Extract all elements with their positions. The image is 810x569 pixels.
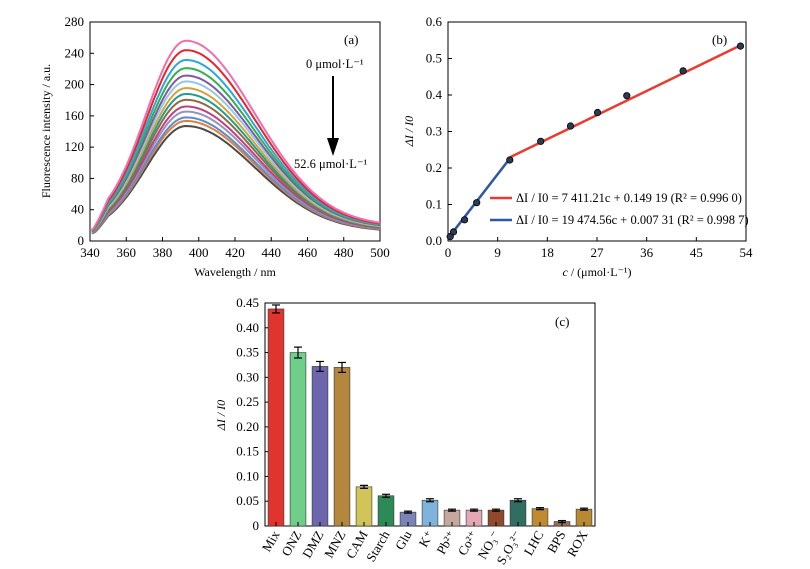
panel-b-x-tick-label: 9 — [494, 245, 501, 260]
spectrum-curve — [91, 58, 381, 232]
panel-a-x-axis-label: Wavelength / nm — [194, 265, 276, 279]
panel-c-y-tick-label: 0.05 — [236, 493, 259, 508]
data-point — [460, 216, 469, 224]
category-label: Glu — [392, 528, 415, 553]
data-point — [537, 137, 545, 145]
data-point — [736, 42, 745, 50]
concentration-end-label: 52.6 μmol·L⁻¹ — [294, 157, 368, 171]
panel-a-label: (a) — [344, 32, 358, 47]
panel-b-y-tick-label: 0.3 — [426, 124, 442, 139]
panel-a-x-tick-label: 380 — [153, 245, 173, 260]
panel-b-x-tick-label: 54 — [740, 245, 754, 260]
bar — [355, 486, 373, 527]
panel-b-y-tick-label: 0.2 — [426, 160, 442, 175]
category-label: ROX — [564, 527, 591, 559]
panel-b-y-tick-label: 0.4 — [426, 87, 443, 102]
spectrum-curve — [91, 67, 381, 233]
bar — [267, 308, 285, 527]
panel-b-data-points — [446, 42, 745, 241]
panel-c-y-tick-label: 0.10 — [236, 468, 259, 483]
panel-c-axes: 0 0.05 0.10 0.15 0.20 0.25 0.30 0.35 0.40 0.45 — [236, 295, 269, 533]
spectrum-curve — [91, 49, 381, 232]
bar — [333, 367, 351, 527]
panel-a-x-tick-label: 500 — [370, 245, 390, 260]
panel-a-y-tick-label: 160 — [65, 108, 85, 123]
panel-b-fit-lines — [447, 44, 742, 240]
category-label: Starch — [363, 528, 393, 565]
panel-c-y-tick-label: 0 — [253, 518, 260, 533]
category-label: LHC — [521, 528, 547, 558]
panel-a-axes: 340 360 380 400 420 440 460 480 500 0 40 80 120 160 20… — [65, 14, 390, 260]
category-label: DMZ — [299, 528, 326, 561]
panel-b-y-tick-label: 0.1 — [426, 197, 442, 212]
panel-b-axes: 0 9 18 27 36 45 54 0.0 0.1 0.2 0.3 0.4 0.5 0.6 — [426, 14, 753, 260]
panel-a-y-tick-label: 0 — [78, 233, 85, 248]
panel-a-x-tick-label: 460 — [298, 245, 318, 260]
panel-a-x-tick-label: 440 — [262, 245, 282, 260]
panel-b-x-tick-label: 36 — [640, 245, 654, 260]
concentration-start-label: 0 μmol·L⁻¹ — [306, 57, 364, 71]
panel-c-bars — [267, 304, 593, 527]
panel-a-x-tick-label: 360 — [117, 245, 137, 260]
panel-c-y-tick-label: 0.40 — [236, 320, 259, 335]
legend-label-fit-low: ΔI / I0 = 19 474.56c + 0.007 31 (R² = 0.… — [516, 213, 749, 227]
spectrum-curve — [91, 39, 381, 231]
panel-b-y-tick-label: 0.6 — [426, 14, 443, 29]
bar — [289, 352, 307, 527]
panel-b-x-tick-label: 0 — [445, 245, 452, 260]
panel-b-calibration-chart: 0 9 18 27 36 45 54 0.0 0.1 0.2 0.3 0.4 0.5 0.6 ΔI / I… — [402, 14, 753, 279]
panel-c-selectivity-chart: 0 0.05 0.10 0.15 0.20 0.25 0.30 0.35 0.40 0.45 Mi… — [214, 295, 596, 567]
fit-line — [509, 44, 742, 159]
data-point — [623, 92, 631, 100]
panel-a-y-tick-label: 40 — [71, 202, 84, 217]
data-point — [449, 228, 458, 236]
panel-a-x-tick-label: 480 — [334, 245, 354, 260]
panel-a-y-tick-label: 120 — [65, 139, 85, 154]
panel-a-spectra-chart: 340 360 380 400 420 440 460 480 500 0 40 80 120 160 20… — [39, 14, 390, 279]
panel-a-y-tick-label: 280 — [65, 14, 85, 29]
panel-c-y-tick-label: 0.15 — [236, 444, 259, 459]
panel-a-x-tick-label: 340 — [80, 245, 100, 260]
panel-b-x-tick-label: 18 — [541, 245, 554, 260]
panel-b-y-tick-label: 0.0 — [426, 233, 442, 248]
panel-a-y-tick-label: 200 — [65, 77, 85, 92]
panel-a-x-tick-label: 400 — [189, 245, 209, 260]
panel-b-x-tick-label: 45 — [690, 245, 703, 260]
legend-label-fit-high: ΔI / I0 = 7 411.21c + 0.149 19 (R² = 0.9… — [516, 191, 742, 205]
bar — [377, 495, 395, 527]
panel-a-x-tick-label: 420 — [225, 245, 245, 260]
panel-a-y-tick-label: 80 — [71, 170, 84, 185]
panel-c-y-axis-label: ΔI / I0 — [214, 400, 228, 431]
panel-c-y-tick-label: 0.35 — [236, 345, 259, 360]
panel-c-y-tick-label: 0.25 — [236, 394, 259, 409]
panel-b-y-axis-label: ΔI / I0 — [402, 116, 416, 147]
panel-c-y-tick-label: 0.20 — [236, 419, 259, 434]
panel-c-y-tick-label: 0.45 — [236, 295, 259, 310]
data-point — [593, 108, 602, 117]
panel-b-y-tick-label: 0.5 — [426, 51, 442, 66]
panel-b-frame — [447, 21, 747, 242]
decrease-arrow-head — [327, 138, 339, 156]
data-point — [506, 156, 514, 164]
panel-b-legend: ΔI / I0 = 7 411.21c + 0.149 19 (R² = 0.9… — [490, 191, 749, 227]
panel-c-label: (c) — [555, 314, 569, 329]
data-point — [566, 122, 575, 130]
panel-b-x-axis-label: c / (μmol·L⁻¹) — [562, 265, 631, 279]
data-point — [679, 67, 687, 75]
panel-b-x-tick-label: 27 — [591, 245, 605, 260]
panel-a-y-axis-label: Fluorescence intensity / a.u. — [39, 64, 53, 198]
category-label: Pb²⁺ — [433, 528, 458, 557]
fit-line — [447, 157, 511, 240]
data-point — [473, 199, 481, 207]
category-label: K⁺ — [415, 528, 436, 550]
panel-b-label: (b) — [712, 32, 727, 47]
bar — [311, 366, 329, 527]
panel-a-y-tick-label: 240 — [65, 45, 85, 60]
spectrum-curve — [91, 74, 381, 233]
panel-c-y-tick-label: 0.30 — [236, 369, 259, 384]
panel-a-curves — [91, 39, 381, 235]
